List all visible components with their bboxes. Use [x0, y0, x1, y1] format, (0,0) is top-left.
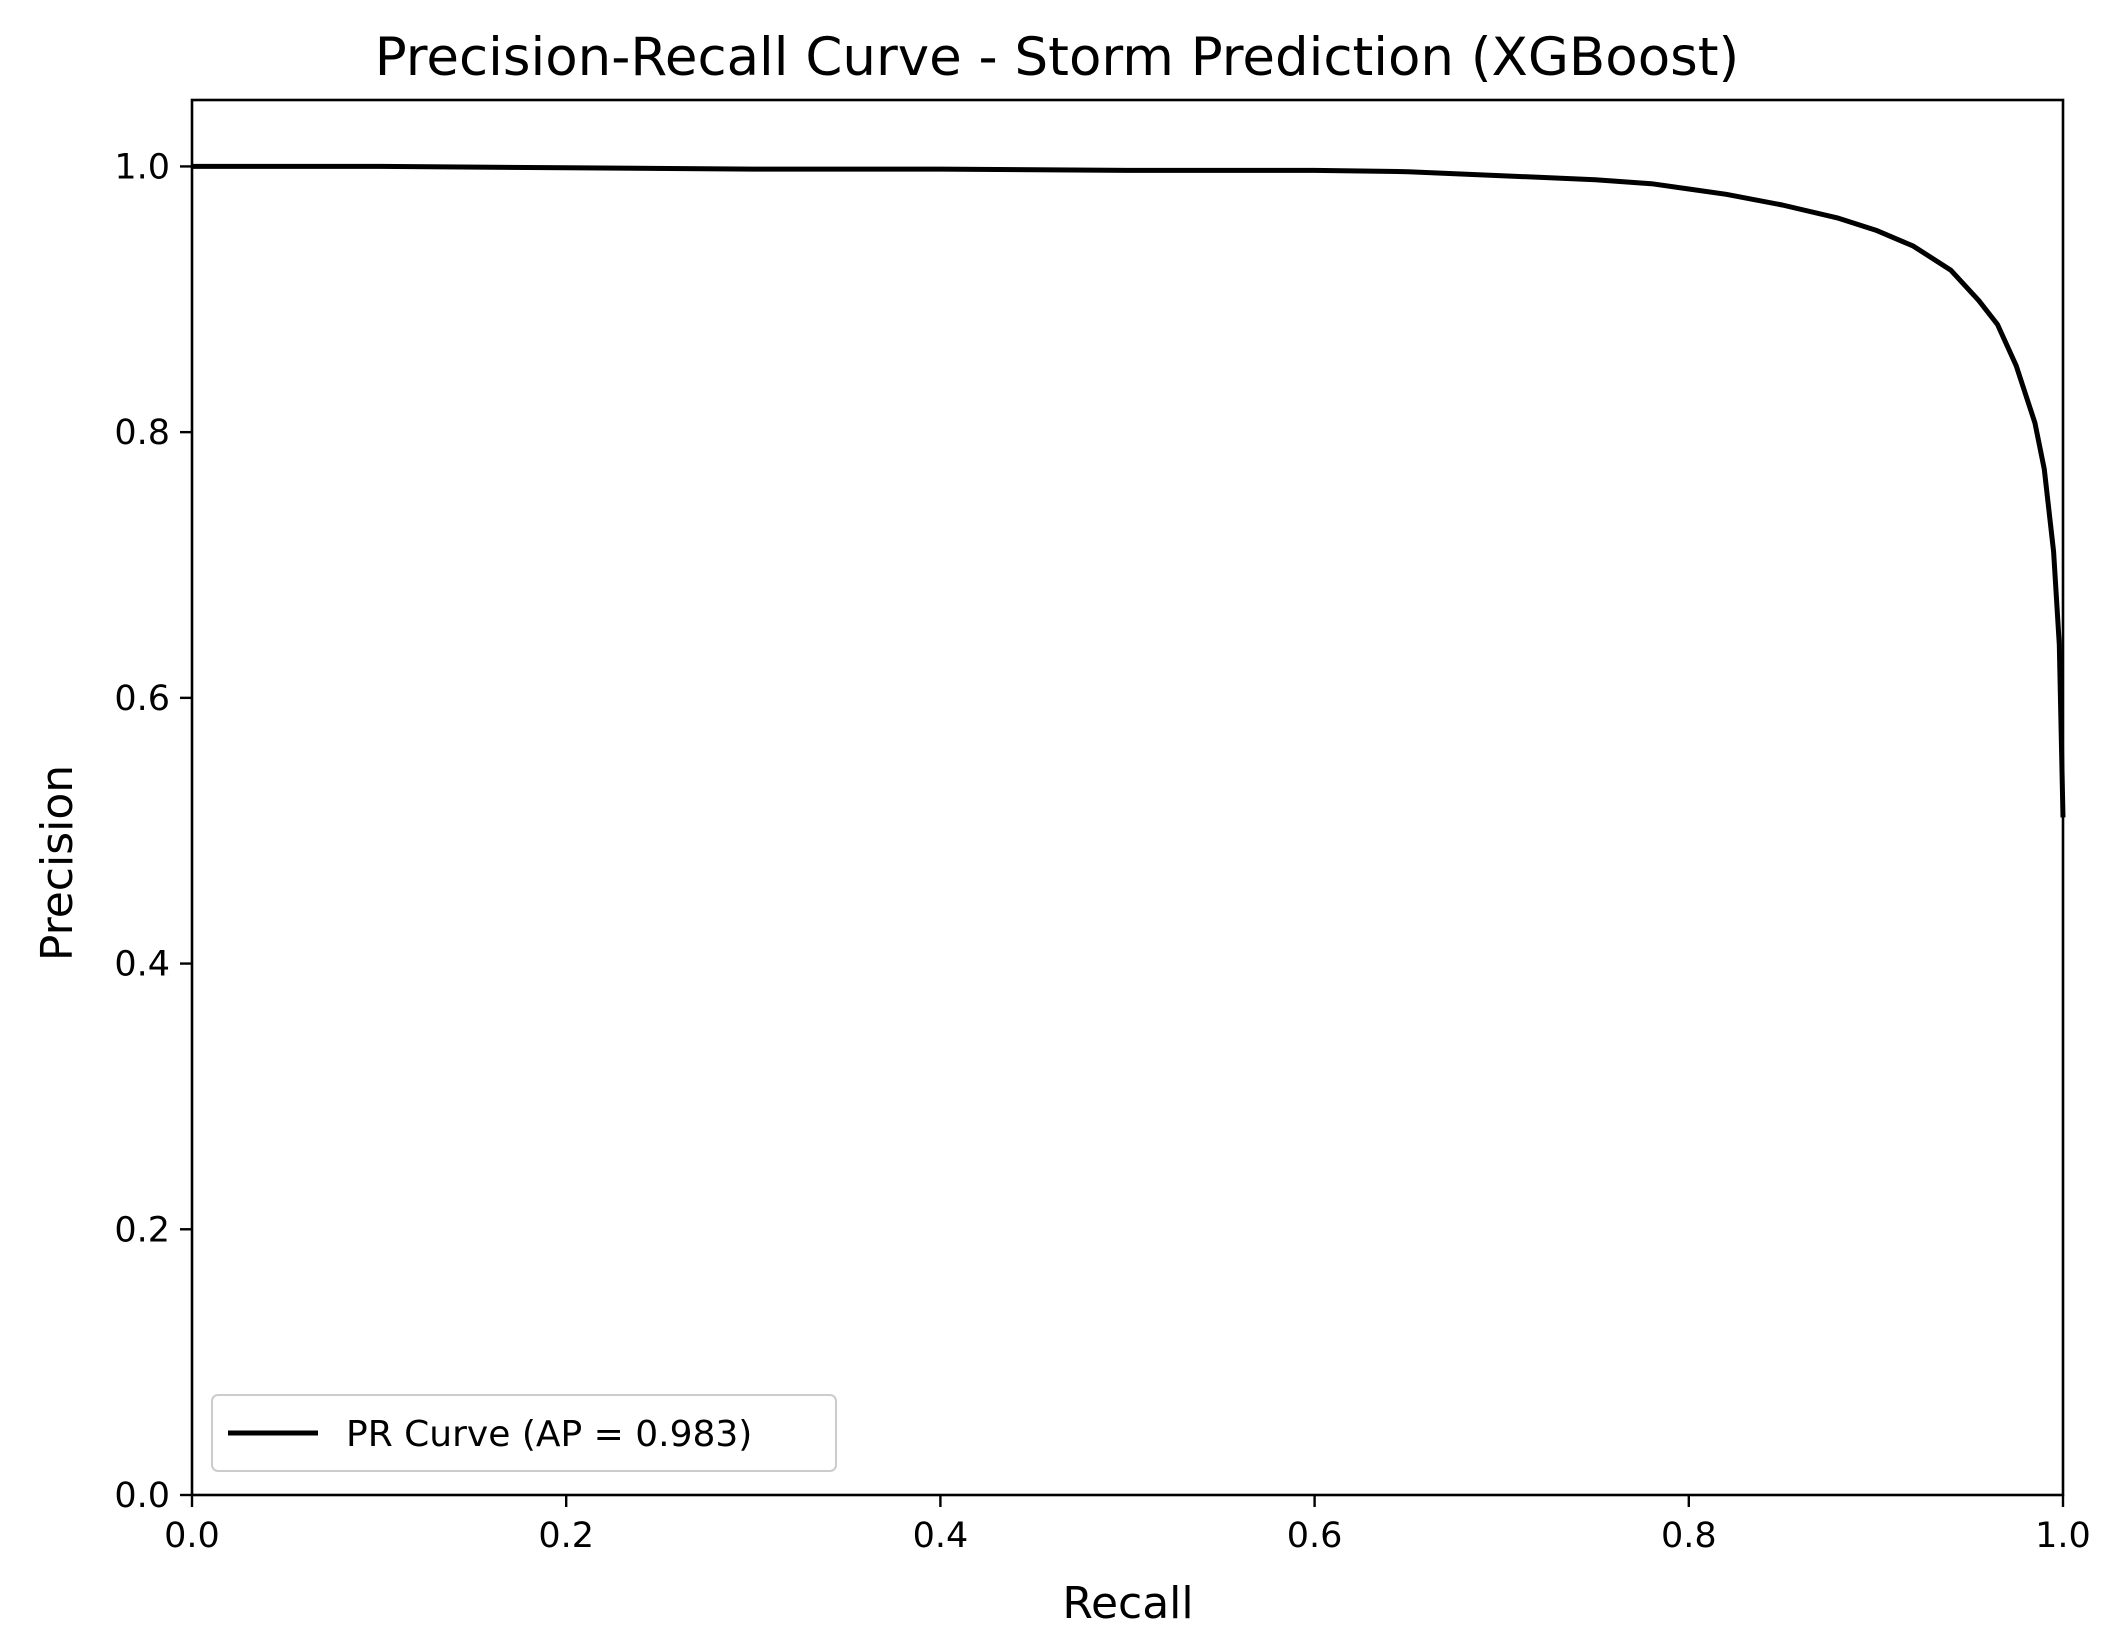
y-tick-label: 0.6	[114, 679, 170, 719]
x-tick-label: 0.8	[1661, 1516, 1717, 1556]
axes	[190, 98, 2065, 1497]
pr-curve-line	[192, 163, 2066, 818]
chart-title: Precision-Recall Curve - Storm Predictio…	[375, 27, 1739, 88]
legend: PR Curve (AP = 0.983)	[211, 1394, 837, 1472]
x-tick-label: 0.4	[913, 1516, 969, 1556]
plot-frame	[190, 98, 2065, 1497]
x-tick-label: 0.6	[1287, 1516, 1343, 1556]
x-axis-label: Recall	[1062, 1578, 1193, 1629]
series	[192, 163, 2066, 818]
y-axis-label: Precision	[32, 765, 83, 961]
x-tick-label: 0.0	[164, 1516, 220, 1556]
y-tick-label: 0.4	[114, 945, 170, 985]
y-tick-label: 0.8	[114, 413, 170, 453]
y-tick-label: 1.0	[114, 147, 170, 187]
y-tick-label: 0.2	[114, 1210, 170, 1250]
x-tick-label: 1.0	[2035, 1516, 2091, 1556]
legend-box	[211, 1394, 837, 1472]
y-tick-label: 0.0	[114, 1476, 170, 1516]
x-tick-label: 0.2	[538, 1516, 594, 1556]
legend-entry-label: PR Curve (AP = 0.983)	[346, 1414, 752, 1455]
ticks: 0.0 0.2 0.4 0.6 0.8 1.0 0.0 0.2 0.4 0.6 0.8 1.0	[114, 147, 2091, 1556]
